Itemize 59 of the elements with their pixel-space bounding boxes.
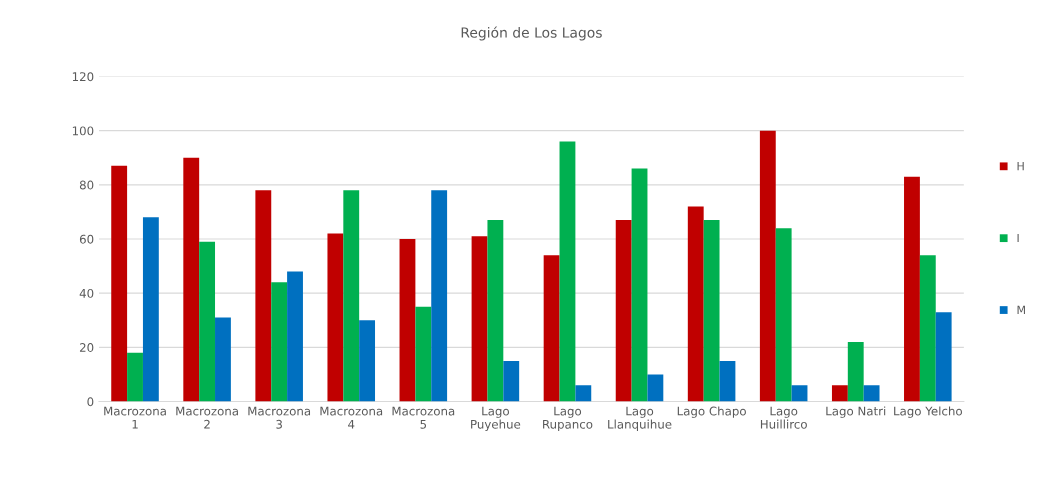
x-tick-label: Lago Chapo (677, 406, 746, 418)
x-tick-label: Macrozona 2 (176, 406, 238, 429)
bar (431, 190, 448, 402)
y-tick-label: 100 (72, 126, 94, 136)
x-tick-label: Macrozona 1 (104, 406, 166, 429)
x-tick-label: Lago Puyehue (471, 406, 521, 432)
bar (847, 341, 864, 402)
y-tick-label: 40 (79, 288, 94, 298)
bar (399, 239, 416, 402)
bar (559, 141, 576, 402)
x-tick-label: Lago Llanquihue (608, 406, 672, 432)
bar (471, 236, 488, 402)
bar (359, 320, 376, 402)
bar (111, 165, 128, 402)
legend-label: H (1017, 162, 1024, 171)
bar (935, 312, 952, 402)
y-tick-label: 120 (72, 72, 94, 82)
bar (831, 385, 848, 402)
bar (127, 352, 143, 402)
bar (791, 385, 808, 402)
bar (719, 360, 736, 402)
bar (487, 220, 504, 402)
x-tick-label: Lago Rupanco (543, 406, 593, 432)
bar (199, 241, 216, 402)
bar (271, 282, 288, 402)
bar (863, 385, 880, 402)
bar (647, 374, 664, 402)
y-tick-label: 80 (79, 180, 94, 190)
bar (631, 168, 648, 402)
x-tick-label: Macrozona 4 (320, 406, 383, 429)
bar (575, 385, 592, 402)
bar (687, 206, 704, 402)
y-tick-label: 20 (79, 343, 94, 352)
bar (343, 190, 360, 402)
bar (183, 157, 200, 402)
bar (775, 228, 792, 402)
bar (543, 255, 560, 402)
bar (904, 176, 920, 402)
bar (415, 306, 432, 402)
bar (287, 271, 303, 402)
chart-title: Región de Los Lagos (461, 26, 602, 41)
bar (615, 220, 632, 402)
legend-label: I (1017, 233, 1019, 243)
bar (759, 130, 776, 402)
x-tick-label: Macrozona 5 (392, 406, 455, 429)
x-tick-label: Lago Huillirco (760, 406, 807, 429)
x-tick-label: Macrozona 3 (248, 406, 311, 429)
bar (503, 360, 520, 402)
x-tick-label: Lago Natri (826, 406, 886, 418)
bar (215, 317, 231, 402)
bar (142, 217, 159, 402)
bar (703, 220, 720, 402)
bar (255, 190, 272, 402)
bar (327, 233, 344, 402)
bar (919, 255, 936, 402)
y-tick-label: 0 (87, 397, 94, 407)
legend-label: M (1017, 305, 1025, 314)
x-tick-label: Lago Yelcho (894, 406, 962, 418)
y-tick-label: 60 (79, 234, 94, 244)
